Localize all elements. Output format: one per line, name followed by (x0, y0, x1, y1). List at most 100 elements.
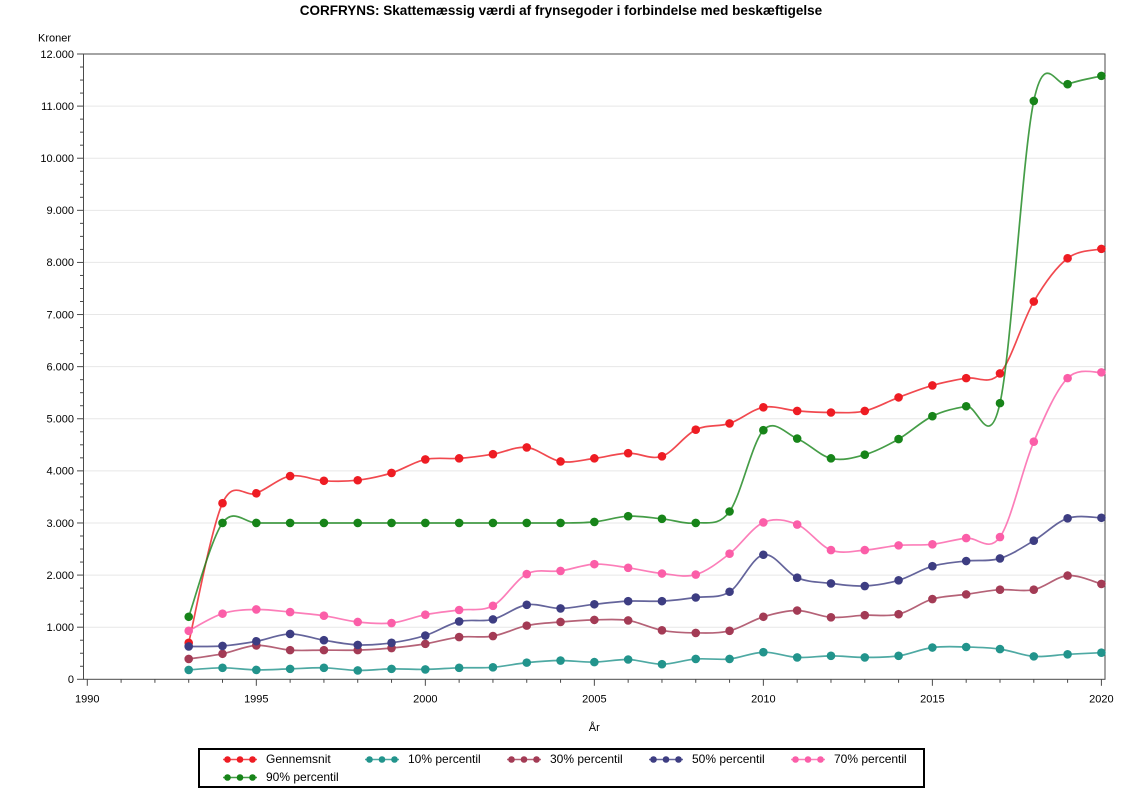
data-point-90-percentil (1029, 96, 1039, 106)
data-point-90-percentil (421, 518, 430, 528)
data-point-30-percentil (961, 590, 971, 599)
data-point-70-percentil (657, 569, 667, 578)
data-point-gennemsnit (353, 475, 363, 485)
y-tick-label: 11.000 (41, 101, 74, 113)
data-point-70-percentil (252, 605, 261, 614)
data-point-70-percentil (928, 540, 937, 549)
data-point-gennemsnit (826, 408, 836, 417)
data-point-50-percentil (218, 641, 227, 651)
data-point-70-percentil (454, 605, 464, 615)
x-tick-label: 2005 (582, 693, 606, 705)
data-point-gennemsnit (1029, 297, 1039, 306)
y-tick-label: 10.000 (40, 153, 74, 165)
data-point-70-percentil (1029, 437, 1039, 446)
data-point-10-percentil (826, 651, 836, 661)
data-point-10-percentil (522, 658, 532, 667)
y-tick-label: 8.000 (46, 257, 74, 269)
y-axis-title: Kroner (38, 33, 71, 45)
data-point-70-percentil (218, 609, 227, 618)
data-point-30-percentil (860, 610, 870, 620)
data-point-10-percentil (928, 643, 937, 652)
data-point-50-percentil (421, 631, 430, 640)
data-point-gennemsnit (454, 454, 464, 463)
data-point-50-percentil (488, 615, 498, 624)
data-point-gennemsnit (691, 425, 701, 435)
data-point-30-percentil (184, 654, 194, 664)
data-point-50-percentil (252, 636, 261, 646)
legend-marker-50-percentil (649, 755, 683, 763)
data-point-10-percentil (421, 665, 430, 674)
y-tick-label: 7.000 (46, 309, 74, 321)
legend-marker-70-percentil (791, 755, 825, 763)
data-point-90-percentil (961, 401, 971, 411)
data-point-gennemsnit (759, 402, 768, 412)
data-point-50-percentil (759, 550, 768, 560)
data-point-50-percentil (691, 593, 701, 602)
data-point-30-percentil (319, 645, 329, 655)
data-point-70-percentil (522, 569, 532, 579)
y-tick-label: 9.000 (46, 205, 74, 217)
data-point-70-percentil (1097, 368, 1106, 377)
x-tick-label: 2000 (413, 693, 437, 705)
data-point-10-percentil (725, 654, 734, 664)
data-point-90-percentil (657, 514, 667, 524)
data-point-30-percentil (894, 609, 903, 619)
data-point-50-percentil (1097, 513, 1106, 523)
data-point-70-percentil (826, 545, 836, 555)
data-point-10-percentil (488, 663, 498, 672)
legend-item-70-percentil: 70% percentil (790, 751, 932, 768)
data-point-90-percentil (522, 518, 532, 528)
legend-label: 30% percentil (550, 752, 623, 766)
data-point-gennemsnit (995, 369, 1005, 378)
data-point-50-percentil (319, 635, 329, 645)
data-point-30-percentil (928, 594, 937, 604)
y-tick-label: 2.000 (46, 570, 74, 582)
data-point-70-percentil (488, 601, 498, 611)
y-tick-label: 1.000 (46, 622, 74, 634)
data-point-90-percentil (826, 454, 836, 463)
data-point-70-percentil (860, 545, 870, 555)
data-point-50-percentil (623, 596, 633, 606)
data-point-gennemsnit (961, 373, 971, 383)
data-point-50-percentil (353, 640, 363, 650)
y-tick-label: 12.000 (40, 49, 74, 61)
data-point-50-percentil (725, 587, 734, 597)
data-point-gennemsnit (285, 471, 295, 481)
data-point-70-percentil (995, 532, 1005, 542)
series-line-10-percentil (188, 645, 1102, 672)
data-point-90-percentil (759, 425, 768, 435)
data-point-30-percentil (522, 621, 532, 630)
y-tick-label: 0 (68, 674, 74, 686)
data-point-70-percentil (590, 559, 599, 569)
data-point-70-percentil (691, 570, 701, 579)
legend: Gennemsnit 10% percentil 30% percentil 50% … (198, 748, 925, 788)
data-point-70-percentil (285, 607, 295, 617)
data-point-50-percentil (590, 599, 599, 609)
data-point-gennemsnit (623, 448, 633, 458)
data-point-10-percentil (387, 664, 396, 674)
data-point-30-percentil (657, 626, 667, 635)
data-point-30-percentil (285, 645, 295, 655)
data-point-gennemsnit (556, 457, 565, 466)
y-tick-label: 3.000 (46, 518, 74, 530)
data-point-50-percentil (860, 581, 870, 591)
series-line-gennemsnit (187, 248, 1102, 643)
data-point-70-percentil (387, 618, 396, 628)
data-point-90-percentil (623, 511, 633, 521)
data-point-50-percentil (894, 575, 903, 585)
data-point-50-percentil (1029, 536, 1039, 545)
data-point-10-percentil (556, 656, 565, 665)
data-point-30-percentil (454, 632, 464, 642)
data-point-50-percentil (285, 629, 295, 639)
data-point-10-percentil (184, 665, 194, 675)
legend-item-30-percentil: 30% percentil (506, 751, 648, 768)
data-point-10-percentil (792, 653, 802, 662)
legend-marker-90-percentil (223, 773, 257, 781)
data-point-70-percentil (319, 611, 329, 621)
data-point-10-percentil (218, 663, 227, 673)
data-point-gennemsnit (1063, 253, 1072, 263)
data-point-90-percentil (353, 518, 363, 528)
x-axis-title: År (589, 721, 600, 734)
data-point-gennemsnit (218, 498, 227, 508)
data-point-90-percentil (488, 518, 498, 528)
